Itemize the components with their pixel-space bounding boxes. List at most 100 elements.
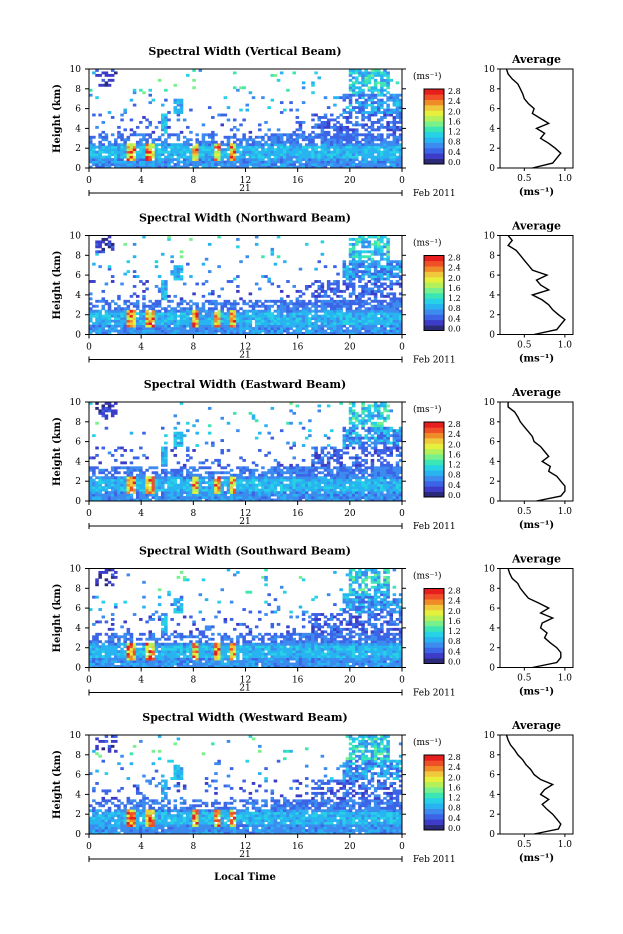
heatmap-cell — [364, 81, 368, 84]
heatmap-cell — [343, 136, 347, 139]
heatmap-cell — [167, 156, 171, 159]
heatmap-cell — [205, 496, 209, 499]
heatmap-cell — [224, 317, 228, 320]
heatmap-cell — [217, 163, 221, 166]
heatmap-cell — [217, 158, 221, 161]
heatmap-cell — [327, 121, 331, 124]
heatmap-cell — [336, 456, 340, 459]
heatmap-cell — [123, 484, 127, 487]
heatmap-cell — [142, 143, 146, 146]
heatmap-cell — [324, 310, 328, 313]
heatmap-cell — [111, 151, 115, 154]
heatmap-cell — [220, 153, 224, 156]
heatmap-cell — [230, 327, 234, 330]
heatmap-cell — [321, 449, 325, 452]
heatmap-cell — [148, 101, 152, 104]
heatmap-cell — [358, 442, 362, 445]
heatmap-cell — [355, 412, 359, 415]
heatmap-cell — [233, 481, 237, 484]
heatmap-cell — [380, 317, 384, 320]
heatmap-cell — [393, 268, 397, 271]
heatmap-cell — [214, 471, 218, 474]
heatmap-cell — [105, 320, 109, 323]
heatmap-cell — [371, 317, 375, 320]
heatmap-cell — [205, 476, 209, 479]
heatmap-cell — [199, 476, 203, 479]
heatmap-cell — [89, 481, 93, 484]
heatmap-cell — [255, 283, 259, 286]
heatmap-cell — [330, 484, 334, 487]
heatmap-cell — [368, 327, 372, 330]
heatmap-cell — [170, 260, 174, 263]
heatmap-cell — [271, 322, 275, 325]
heatmap-cell — [246, 322, 250, 325]
heatmap-cell — [177, 114, 181, 117]
colorbar-tick-label: 2.0 — [448, 274, 461, 283]
heatmap-cell — [349, 71, 353, 74]
heatmap-cell — [289, 141, 293, 144]
heatmap-cell — [371, 320, 375, 323]
heatmap-cell — [183, 317, 187, 320]
heatmap-cell — [311, 322, 315, 325]
heatmap-cell — [308, 146, 312, 149]
heatmap-cell — [208, 496, 212, 499]
heatmap-cell — [211, 136, 215, 139]
heatmap-cell — [249, 489, 253, 492]
heatmap-cell — [371, 290, 375, 293]
heatmap-cell — [364, 136, 368, 139]
heatmap-cell — [311, 141, 315, 144]
y-tick-label: 10 — [70, 65, 82, 75]
heatmap-cell — [361, 442, 365, 445]
heatmap-cell — [130, 325, 134, 328]
heatmap-cell — [192, 302, 196, 305]
heatmap-cell — [389, 156, 393, 159]
heatmap-cell — [358, 327, 362, 330]
heatmap-cell — [330, 486, 334, 489]
heatmap-cell — [336, 131, 340, 134]
heatmap-cell — [396, 310, 400, 313]
heatmap-cell — [236, 317, 240, 320]
heatmap-cell — [333, 280, 337, 283]
heatmap-cell — [117, 489, 121, 492]
colorbar-tick-label: 0.0 — [448, 325, 461, 334]
heatmap-cell — [361, 327, 365, 330]
heatmap-cell — [142, 315, 146, 318]
heatmap-cell — [164, 474, 168, 477]
heatmap-cell — [377, 99, 381, 102]
heatmap-cell — [349, 312, 353, 315]
colorbar-tick-label: 0.8 — [448, 138, 461, 147]
heatmap-cell — [133, 476, 137, 479]
heatmap-cell — [164, 447, 168, 450]
heatmap-cell — [355, 456, 359, 459]
heatmap-cell — [108, 245, 112, 248]
heatmap-cell — [393, 322, 397, 325]
heatmap-cell — [361, 449, 365, 452]
heatmap-cell — [286, 484, 290, 487]
heatmap-cell — [205, 258, 209, 261]
heatmap-cell — [336, 330, 340, 333]
heatmap-cell — [299, 136, 303, 139]
heatmap-cell — [286, 489, 290, 492]
heatmap-cell — [364, 283, 368, 286]
heatmap-cell — [117, 315, 121, 318]
heatmap-cell — [292, 146, 296, 149]
average-title: Average — [511, 53, 561, 66]
heatmap-cell — [355, 268, 359, 271]
heatmap-cell — [371, 94, 375, 97]
y-tick-label: 6 — [75, 271, 81, 281]
heatmap-cell — [136, 325, 140, 328]
heatmap-cell — [349, 305, 353, 308]
heatmap-cell — [95, 96, 99, 99]
heatmap-cell — [230, 476, 234, 479]
heatmap-cell — [249, 330, 253, 333]
heatmap-cell — [380, 255, 384, 258]
heatmap-cell — [271, 476, 275, 479]
heatmap-cell — [374, 74, 378, 77]
heatmap-cell — [364, 320, 368, 323]
heatmap-cell — [142, 146, 146, 149]
heatmap-cell — [324, 447, 328, 450]
heatmap-cell — [352, 429, 356, 432]
heatmap-cell — [383, 322, 387, 325]
heatmap-cell — [145, 476, 149, 479]
heatmap-cell — [271, 99, 275, 102]
